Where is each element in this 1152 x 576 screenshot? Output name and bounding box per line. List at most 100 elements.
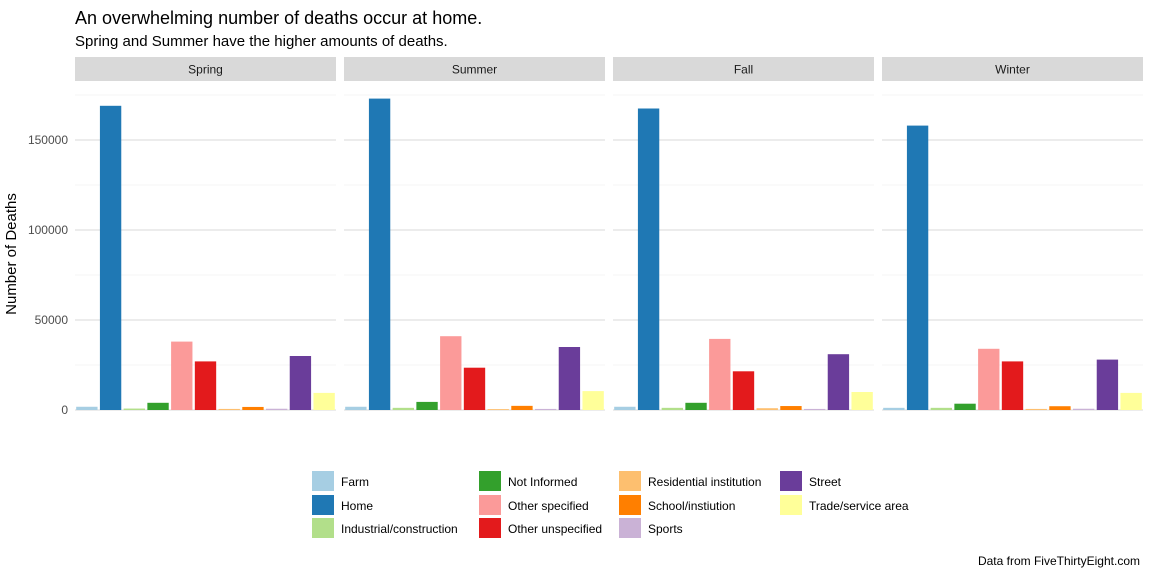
legend-swatch (479, 495, 501, 515)
bar-fall-farm (614, 406, 636, 410)
legend-label: Trade/service area (809, 499, 909, 513)
bar-summer-street (558, 347, 581, 410)
legend-swatch (312, 471, 334, 491)
chart-subtitle: Spring and Summer have the higher amount… (75, 33, 448, 50)
bar-summer-trade-service-area (582, 391, 604, 410)
facet-strip-label: Summer (452, 63, 497, 77)
facet-strip (75, 57, 336, 81)
bar-spring-street (289, 356, 312, 410)
bar-summer-other-specified (440, 336, 462, 410)
bar-fall-not-informed (685, 402, 707, 410)
bar-winter-trade-service-area (1120, 392, 1142, 410)
legend-swatch (619, 471, 641, 491)
y-tick-label: 150000 (28, 133, 68, 147)
legend-item: Sports (619, 518, 683, 538)
chart-title: An overwhelming number of deaths occur a… (75, 8, 483, 28)
legend-item: Not Informed (479, 471, 577, 491)
bar-spring-other-specified (171, 341, 193, 410)
legend-label: Industrial/construction (341, 522, 458, 536)
bar-spring-other-unspecified (194, 361, 217, 410)
bar-spring-industrial-construction (123, 408, 145, 410)
legend-item: Other specified (479, 495, 589, 515)
y-axis-ticks: 0 50000 100000 150000 (28, 133, 68, 417)
bar-fall-residential-institution (756, 408, 778, 410)
bar-spring-home (99, 105, 122, 411)
bar-fall-sports (804, 408, 826, 410)
bar-fall-trade-service-area (851, 392, 873, 410)
bar-summer-residential-institution (487, 409, 509, 410)
legend-label: Not Informed (508, 475, 577, 489)
legend-label: Sports (648, 522, 683, 536)
legend-label: School/instiution (648, 499, 735, 513)
facet-strip (613, 57, 874, 81)
bar-winter-other-specified (978, 348, 1000, 410)
legend-label: Other specified (508, 499, 589, 513)
bar-spring-trade-service-area (313, 392, 335, 410)
legend-swatch (619, 518, 641, 538)
legend-swatch (479, 471, 501, 491)
bar-fall-other-specified (709, 338, 731, 410)
legend-swatch (479, 518, 501, 538)
caption: Data from FiveThirtyEight.com (977, 554, 1140, 568)
legend-item: Trade/service area (780, 495, 909, 515)
legend-swatch (780, 471, 802, 491)
bar-fall-home (637, 108, 660, 410)
bar-summer-farm (345, 406, 367, 410)
legend-item: Residential institution (619, 471, 761, 491)
facet-winter: Winter (882, 57, 1143, 411)
legend-swatch (780, 495, 802, 515)
facet-strip (882, 57, 1143, 81)
bar-fall-other-unspecified (732, 371, 755, 410)
bar-winter-residential-institution (1025, 408, 1047, 410)
facet-summer: Summer (344, 57, 605, 411)
legend-swatch (312, 495, 334, 515)
bar-winter-industrial-construction (930, 407, 952, 410)
legend-item: Industrial/construction (312, 518, 458, 538)
y-tick-label: 0 (61, 403, 68, 417)
facet-strip-label: Fall (734, 63, 753, 77)
bar-summer-industrial-construction (392, 407, 414, 410)
legend-label: Other unspecified (508, 522, 602, 536)
legend-item: Farm (312, 471, 369, 491)
bar-summer-home (368, 98, 391, 410)
facet-strip-label: Spring (188, 63, 223, 77)
legend-label: Farm (341, 475, 369, 489)
bar-fall-street (827, 354, 850, 410)
bar-spring-sports (266, 408, 288, 410)
legend-swatch (619, 495, 641, 515)
bar-summer-sports (535, 408, 557, 410)
bar-spring-not-informed (147, 402, 169, 410)
bar-winter-sports (1073, 408, 1095, 410)
y-tick-label: 50000 (35, 313, 69, 327)
legend-item: School/instiution (619, 495, 735, 515)
bar-winter-other-unspecified (1001, 361, 1024, 410)
facet-fall: Fall (613, 57, 874, 411)
facet-strip (344, 57, 605, 81)
legend-item: Other unspecified (479, 518, 602, 538)
bar-spring-residential-institution (218, 408, 240, 410)
facet-panels: Spring Summer Fall Winter 0 50000 100000 150000 (28, 57, 1143, 417)
legend-label: Residential institution (648, 475, 761, 489)
bar-fall-school-instiution (780, 406, 802, 410)
bar-winter-home (906, 125, 929, 410)
legend-swatch (312, 518, 334, 538)
bar-fall-industrial-construction (661, 407, 683, 410)
bar-winter-farm (883, 407, 905, 410)
legend: Farm Home Industrial/construction Not Infor… (312, 471, 909, 538)
bar-winter-street (1096, 359, 1119, 410)
legend-item: Home (312, 495, 373, 515)
legend-label: Home (341, 499, 373, 513)
y-tick-label: 100000 (28, 223, 68, 237)
bar-summer-school-instiution (511, 405, 533, 410)
bar-spring-farm (76, 406, 98, 410)
bar-winter-not-informed (954, 403, 976, 410)
bar-winter-school-instiution (1049, 406, 1071, 410)
facet-strip-label: Winter (995, 63, 1030, 77)
legend-item: Street (780, 471, 842, 491)
y-axis-title: Number of Deaths (3, 193, 20, 315)
bar-summer-not-informed (416, 401, 438, 410)
legend-label: Street (809, 475, 842, 489)
bar-summer-other-unspecified (463, 367, 486, 410)
bar-spring-school-instiution (242, 406, 264, 410)
